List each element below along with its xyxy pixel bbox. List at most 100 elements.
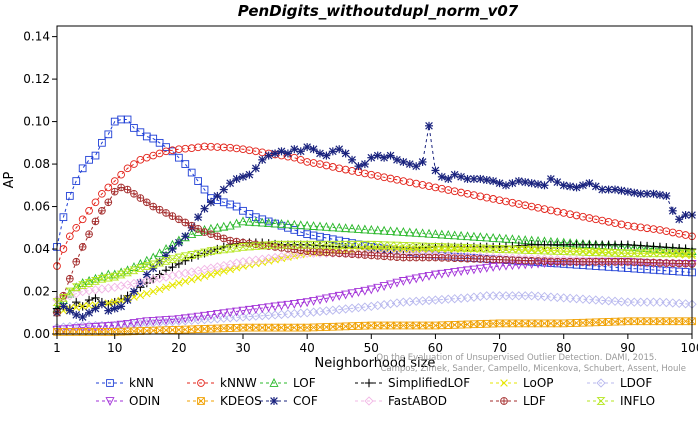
data-point: [334, 248, 344, 258]
x-tick-label: 90: [620, 341, 635, 355]
data-point: [418, 157, 427, 166]
data-point: [90, 277, 100, 285]
data-point: [514, 177, 523, 186]
data-point: [315, 149, 324, 158]
data-point: [174, 315, 184, 325]
data-point: [572, 183, 581, 192]
data-point: [385, 280, 396, 290]
data-point: [462, 231, 473, 241]
data-point: [251, 242, 261, 250]
data-point: [379, 225, 389, 235]
data-point: [72, 297, 81, 307]
data-point: [168, 262, 177, 272]
data-point: [347, 289, 357, 299]
data-point: [289, 219, 299, 229]
data-point: [603, 296, 614, 306]
data-point: [136, 194, 145, 202]
data-point: [366, 240, 376, 249]
data-point: [232, 174, 241, 183]
data-point: [200, 248, 210, 257]
data-point: [649, 249, 659, 258]
data-point: [392, 226, 402, 236]
data-point: [680, 299, 691, 309]
data-point: [78, 281, 88, 289]
data-point: [540, 246, 549, 254]
data-point: [648, 297, 659, 307]
data-point: [655, 297, 665, 307]
data-point: [245, 323, 254, 332]
data-point: [225, 308, 235, 318]
data-point: [636, 297, 646, 307]
data-point: [213, 244, 222, 254]
data-point: [65, 232, 74, 241]
data-point: [296, 240, 306, 249]
data-point: [648, 243, 659, 253]
data-point: [155, 138, 164, 147]
data-point: [539, 291, 550, 302]
data-point: [463, 254, 472, 263]
data-point: [142, 132, 151, 141]
data-point: [514, 245, 524, 254]
data-point: [207, 230, 215, 239]
data-point: [443, 230, 453, 239]
data-point: [283, 300, 293, 310]
data-point: [219, 245, 229, 254]
data-point: [405, 253, 414, 262]
data-point: [174, 316, 184, 326]
x-tick-label: 100: [681, 341, 698, 355]
data-point: [539, 246, 549, 255]
data-point: [412, 162, 421, 171]
data-point: [412, 245, 420, 253]
data-point: [604, 248, 613, 256]
data-point: [559, 257, 568, 266]
data-point: [648, 257, 659, 268]
data-point: [148, 260, 158, 269]
data-point: [565, 293, 575, 303]
data-point: [533, 246, 543, 255]
data-point: [617, 186, 626, 195]
data-point: [162, 283, 170, 292]
data-point: [328, 249, 337, 257]
data-point: [78, 313, 87, 322]
data-point: [617, 257, 626, 266]
data-point: [361, 321, 369, 330]
data-point: [175, 279, 183, 287]
data-point: [180, 232, 190, 242]
data-point: [386, 151, 395, 160]
data-point: [52, 298, 62, 306]
data-point: [591, 257, 600, 266]
data-point: [547, 257, 555, 266]
x-tick-label: 50: [364, 341, 379, 355]
data-point: [321, 221, 331, 231]
x-tick-label: 70: [492, 341, 507, 355]
legend-entry-inflo: INFLO: [587, 394, 655, 408]
data-point: [643, 317, 651, 326]
x-tick-label: 10: [107, 341, 122, 355]
data-point: [174, 253, 184, 262]
data-point: [181, 218, 190, 227]
legend-marker: [364, 396, 374, 406]
data-point: [187, 275, 196, 284]
data-point: [136, 155, 145, 164]
data-point: [219, 234, 228, 243]
data-point: [571, 294, 582, 304]
data-point: [341, 322, 350, 331]
data-point: [424, 228, 434, 238]
data-point: [540, 181, 549, 190]
data-point: [540, 257, 549, 265]
data-point: [437, 243, 447, 251]
data-point: [546, 174, 555, 183]
data-point: [161, 257, 171, 265]
data-point: [431, 253, 440, 262]
data-point: [296, 299, 306, 308]
data-point: [72, 257, 81, 266]
data-point: [296, 308, 306, 318]
data-point: [527, 179, 536, 188]
data-point: [675, 259, 684, 268]
data-point: [181, 325, 190, 334]
data-point: [193, 315, 203, 325]
legend-entry-fastabod: FastABOD: [355, 394, 447, 408]
data-point: [174, 269, 184, 280]
plot-marks: [52, 115, 697, 336]
data-point: [168, 326, 177, 334]
